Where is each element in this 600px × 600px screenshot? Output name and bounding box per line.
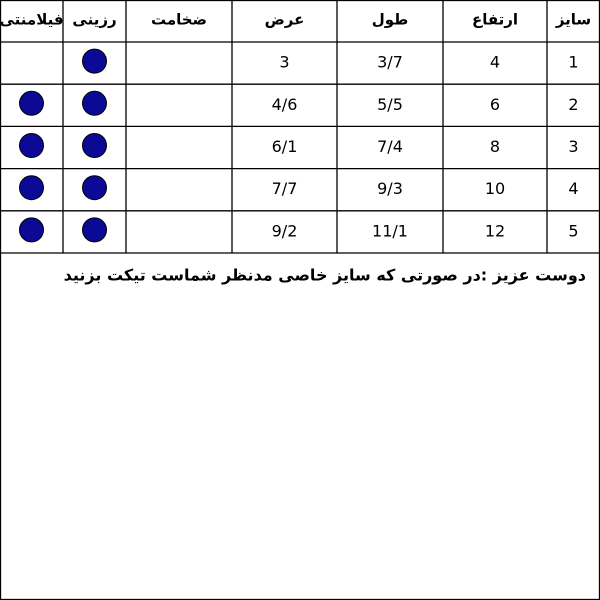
table-cell: 3/7 bbox=[377, 53, 403, 72]
availability-dot bbox=[19, 133, 44, 158]
header-cell: رزینی bbox=[72, 11, 116, 29]
header-cell: عرض bbox=[265, 11, 305, 29]
table-cell: 5 bbox=[568, 221, 578, 240]
table-cell: 4/6 bbox=[272, 95, 298, 114]
table-cell: 6/1 bbox=[272, 137, 298, 156]
header-cell: فیلامنتی bbox=[0, 11, 64, 29]
table-cell: 10 bbox=[485, 179, 505, 198]
table-cell: 11/1 bbox=[372, 221, 408, 240]
table-cell: 9/2 bbox=[272, 221, 298, 240]
table-cell: 8 bbox=[490, 137, 500, 156]
header-cell: ارتفاع bbox=[472, 11, 518, 29]
table-cell: 6 bbox=[490, 95, 500, 114]
table-cell: 4 bbox=[568, 179, 578, 198]
table-cell: 7/4 bbox=[377, 137, 403, 156]
header-cell: طول bbox=[372, 11, 409, 29]
availability-dot bbox=[82, 133, 107, 158]
table-cell: 3 bbox=[279, 53, 289, 72]
availability-dot bbox=[19, 175, 44, 201]
table-cell: 7/7 bbox=[272, 179, 298, 198]
availability-dot bbox=[19, 90, 44, 116]
table-cell: 9/3 bbox=[377, 179, 403, 198]
table-cell: 4 bbox=[490, 53, 500, 72]
table-cell: 12 bbox=[485, 221, 505, 240]
availability-dot bbox=[19, 217, 44, 243]
table-cell: 5/5 bbox=[377, 95, 403, 114]
note-text: دوست عزیز :در صورتی که سایز خاصی مدنظر ش… bbox=[64, 266, 586, 285]
header-cell: ضخامت bbox=[151, 11, 207, 29]
table-cell: 1 bbox=[568, 53, 578, 72]
header-cell: سایز bbox=[555, 11, 591, 29]
availability-dot bbox=[82, 48, 107, 74]
availability-dot bbox=[82, 90, 107, 116]
availability-dot bbox=[82, 175, 107, 201]
availability-dot bbox=[82, 217, 107, 243]
table-cell: 2 bbox=[568, 95, 578, 114]
table-cell: 3 bbox=[568, 137, 578, 156]
